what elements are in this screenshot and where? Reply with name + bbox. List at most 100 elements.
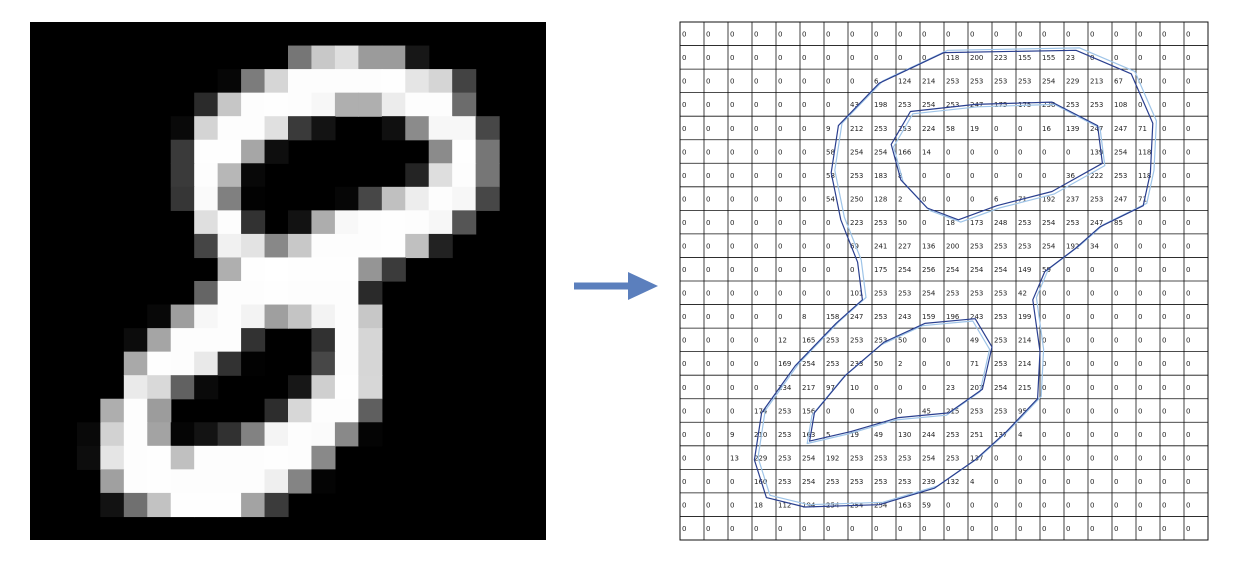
grid-cell-value: 253 (778, 407, 791, 415)
grid-cell-value: 0 (922, 31, 926, 39)
grid-cell-value: 0 (1114, 384, 1118, 392)
grid-cell-value: 0 (706, 243, 710, 251)
upper-hole-contour-light (893, 103, 1106, 223)
grid-cell-value: 0 (1186, 360, 1190, 368)
grid-cell-value: 0 (706, 337, 710, 345)
grid-cell-value: 253 (898, 101, 911, 109)
grid-cell-value: 12 (778, 337, 787, 345)
pixel (334, 328, 359, 353)
pixel (311, 116, 336, 141)
grid-cell-value: 0 (1186, 502, 1190, 510)
pixel (358, 398, 383, 423)
pixel (311, 351, 336, 376)
grid-cell-value: 214 (1018, 360, 1032, 368)
upper-hole-contour-dark (890, 101, 1103, 221)
grid-cell-value: 0 (1066, 266, 1070, 274)
grid-cell-value: 139 (1090, 148, 1103, 156)
grid-cell-value: 159 (922, 313, 935, 321)
grid-cell-value: 0 (730, 525, 734, 533)
grid-cell-value: 207 (970, 384, 983, 392)
grid-cell-value: 0 (850, 407, 854, 415)
pixel (381, 116, 406, 141)
grid-cell-value: 0 (730, 195, 734, 203)
grid-cell-value: 0 (754, 195, 758, 203)
grid-cell-value: 192 (826, 454, 839, 462)
pixel (311, 210, 336, 235)
grid-cell-value: 0 (706, 148, 710, 156)
grid-cell-value: 0 (1138, 360, 1142, 368)
grid-cell-value: 101 (850, 290, 863, 298)
grid-cell-value: 0 (1066, 454, 1070, 462)
grid-cell-value: 0 (1138, 290, 1142, 298)
grid-cell-value: 214 (1018, 337, 1032, 345)
grid-cell-value: 118 (946, 54, 959, 62)
grid-cell-value: 0 (778, 125, 782, 133)
pixel (358, 422, 383, 447)
grid-cell-value: 196 (946, 313, 960, 321)
pixel (288, 422, 313, 447)
pixel (311, 92, 336, 117)
grid-cell-value: 0 (778, 243, 782, 251)
grid-cell-value: 0 (754, 266, 758, 274)
grid-cell-value: 108 (1114, 101, 1127, 109)
grid-cell-value: 59 (922, 502, 931, 510)
grid-cell-value: 194 (802, 502, 816, 510)
grid-cell-value: 0 (1042, 407, 1046, 415)
pixel (194, 492, 219, 518)
pixel (123, 398, 148, 423)
pixel (217, 163, 242, 188)
grid-cell-value: 0 (1186, 31, 1190, 39)
grid-cell-value: 224 (922, 125, 936, 133)
grid-cell-value: 69 (850, 243, 859, 251)
pixel (334, 210, 359, 235)
pixel (428, 233, 453, 259)
grid-cell-value: 247 (1114, 125, 1127, 133)
grid-cell-value: 0 (1090, 54, 1094, 62)
pixel (241, 257, 266, 282)
grid-cell-value: 0 (706, 78, 710, 86)
pixel (217, 92, 242, 117)
grid-cell-value: 0 (1186, 125, 1190, 133)
lower-hole-contour-dark (809, 318, 993, 442)
pixel (100, 398, 125, 423)
pixel (241, 92, 266, 117)
grid-cell-value: 0 (682, 172, 686, 180)
grid-cell-value: 158 (826, 313, 839, 321)
grid-cell-value: 183 (874, 172, 887, 180)
grid-cell-value: 0 (1042, 502, 1046, 510)
grid-cell-value: 0 (682, 337, 686, 345)
pixel (475, 116, 500, 141)
grid-cell-value: 0 (994, 525, 998, 533)
grid-cell-value: 239 (922, 478, 935, 486)
grid-cell-value: 0 (1114, 31, 1118, 39)
pixel (264, 257, 289, 282)
grid-cell-value: 0 (778, 78, 782, 86)
pixel (76, 422, 101, 447)
grid-cell-value: 0 (946, 195, 950, 203)
grid-cell-value: 210 (754, 431, 767, 439)
pixel (311, 445, 336, 470)
grid-cell-value: 253 (994, 337, 1007, 345)
grid-cell-value: 0 (754, 31, 758, 39)
grid-cell-value: 58 (826, 172, 835, 180)
grid-cell-value: 6 (874, 78, 879, 86)
grid-cell-value: 0 (1042, 313, 1046, 321)
grid-cell-value: 237 (1066, 195, 1079, 203)
grid-cell-value: 253 (1066, 219, 1079, 227)
grid-cell-value: 0 (994, 454, 998, 462)
grid-cell-value: 0 (706, 172, 710, 180)
grid-cell-value: 124 (898, 78, 912, 86)
grid-cell-value: 0 (1162, 478, 1166, 486)
grid-cell-value: 0 (754, 148, 758, 156)
grid-cell-value: 0 (1114, 337, 1118, 345)
grid-cell-value: 0 (1066, 407, 1070, 415)
grid-cell-value: 192 (1042, 195, 1055, 203)
pixel (194, 92, 219, 117)
grid-cell-value: 253 (826, 337, 839, 345)
pixel (288, 445, 313, 470)
grid-cell-value: 0 (802, 78, 806, 86)
grid-cell-value: 0 (1042, 148, 1046, 156)
pixel (100, 422, 125, 447)
pixel (147, 328, 172, 353)
